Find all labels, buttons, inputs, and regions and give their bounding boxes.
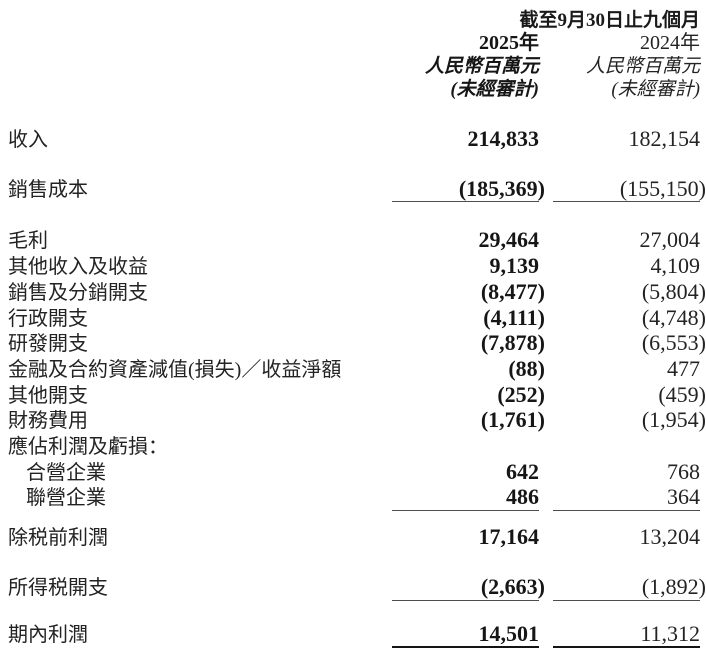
column-audit-2024: (未經審計) (611, 79, 700, 100)
row-cost-of-sales: 銷售成本 (185,369) (155,150) (8, 175, 706, 203)
value-2025: (4,111) (483, 304, 545, 330)
row-share-of-profits-losses-header: 應佔利潤及虧損： (8, 434, 700, 460)
row-gross-profit: 毛利 29,464 27,004 (8, 228, 700, 254)
column-unit-2024: 人民幣百萬元 (585, 56, 700, 77)
audit-header-row: (未經審計) (未經審計) (8, 78, 700, 101)
column-audit-2025: (未經審計) (450, 79, 539, 100)
row-associates: 聯營企業 486 364 (8, 484, 700, 512)
value-2024: 11,312 (640, 620, 700, 646)
row-selling-distribution-expenses: 銷售及分銷開支 (8,477) (5,804) (8, 278, 706, 306)
period-header: 截至9月30日止九個月 (519, 10, 700, 31)
value-2024: (459) (658, 381, 706, 407)
value-2024: (6,553) (641, 330, 706, 356)
value-2024: 364 (667, 484, 700, 510)
row-profit-before-tax: 除税前利潤 17,164 13,204 (8, 524, 701, 551)
row-other-income-gains: 其他收入及收益 9,139 4,109 (8, 253, 701, 280)
value-2025: (8,477) (480, 278, 545, 304)
row-profit-for-period: 期內利潤 14,501 11,312 (8, 620, 700, 648)
value-2025: (1,761) (480, 407, 545, 433)
value-2024: (1,892) (641, 573, 706, 599)
row-label: 除税前利潤 (8, 527, 108, 550)
value-2025: (7,878) (480, 330, 545, 356)
value-2025: (185,369) (458, 175, 545, 201)
row-revenue: 收入 214,833 182,154 (8, 126, 701, 153)
row-label: 所得税開支 (8, 576, 108, 599)
value-2025: (2,663) (480, 573, 545, 599)
row-label: 銷售及分銷開支 (8, 281, 148, 304)
column-unit-2025: 人民幣百萬元 (424, 56, 539, 77)
value-2024: (155,150) (619, 175, 706, 201)
value-2024: (4,748) (641, 304, 706, 330)
column-year-2024: 2024年 (640, 32, 700, 54)
row-impairment-net: 金融及合約資產減值(損失)／收益淨額 (88) 477 (8, 355, 700, 383)
value-2025: 14,501 (478, 620, 540, 646)
value-2024: (5,804) (641, 278, 706, 304)
value-2025: (88) (508, 355, 545, 381)
value-2024: (1,954) (641, 407, 706, 433)
value-2024: 4,109 (650, 253, 701, 279)
row-income-tax-expense: 所得税開支 (2,663) (1,892) (8, 573, 706, 601)
value-2025: 17,164 (478, 524, 540, 550)
value-2025: 214,833 (467, 126, 540, 151)
period-header-row: 截至9月30日止九個月 (8, 9, 700, 32)
row-label: 其他開支 (8, 384, 88, 407)
row-label: 期內利潤 (8, 623, 88, 646)
row-label: 研發開支 (8, 333, 88, 356)
value-2025: 642 (506, 458, 539, 484)
value-2025: 9,139 (489, 253, 540, 279)
row-label: 金融及合約資產減值(損失)／收益淨額 (8, 358, 342, 381)
value-2025: 29,464 (478, 227, 540, 253)
row-label: 合營企業 (26, 461, 106, 484)
value-2024: 182,154 (628, 126, 701, 151)
year-header-row: 2025年 2024年 (8, 32, 700, 55)
column-year-2025: 2025年 (479, 32, 539, 54)
value-2024: 477 (667, 355, 700, 381)
row-label: 其他收入及收益 (8, 256, 148, 279)
row-other-expenses: 其他開支 (252) (459) (8, 381, 706, 409)
value-2025: (252) (497, 381, 545, 407)
row-label: 聯營企業 (26, 487, 106, 510)
row-label: 收入 (8, 129, 48, 151)
row-label: 毛利 (8, 230, 48, 253)
row-label: 銷售成本 (8, 178, 88, 201)
value-2024: 13,204 (639, 524, 701, 550)
value-2024: 768 (667, 458, 700, 484)
value-2024: 27,004 (639, 227, 701, 253)
unit-header-row: 人民幣百萬元 人民幣百萬元 (8, 55, 700, 78)
row-rd-expenses: 研發開支 (7,878) (6,553) (8, 330, 706, 357)
row-label: 財務費用 (8, 410, 88, 433)
row-joint-ventures: 合營企業 642 768 (8, 458, 700, 486)
row-administrative-expenses: 行政開支 (4,111) (4,748) (8, 304, 706, 332)
value-2025: 486 (506, 484, 539, 510)
row-finance-costs: 財務費用 (1,761) (1,954) (8, 407, 706, 434)
row-label: 應佔利潤及虧損： (8, 436, 168, 459)
row-label: 行政開支 (8, 307, 88, 330)
